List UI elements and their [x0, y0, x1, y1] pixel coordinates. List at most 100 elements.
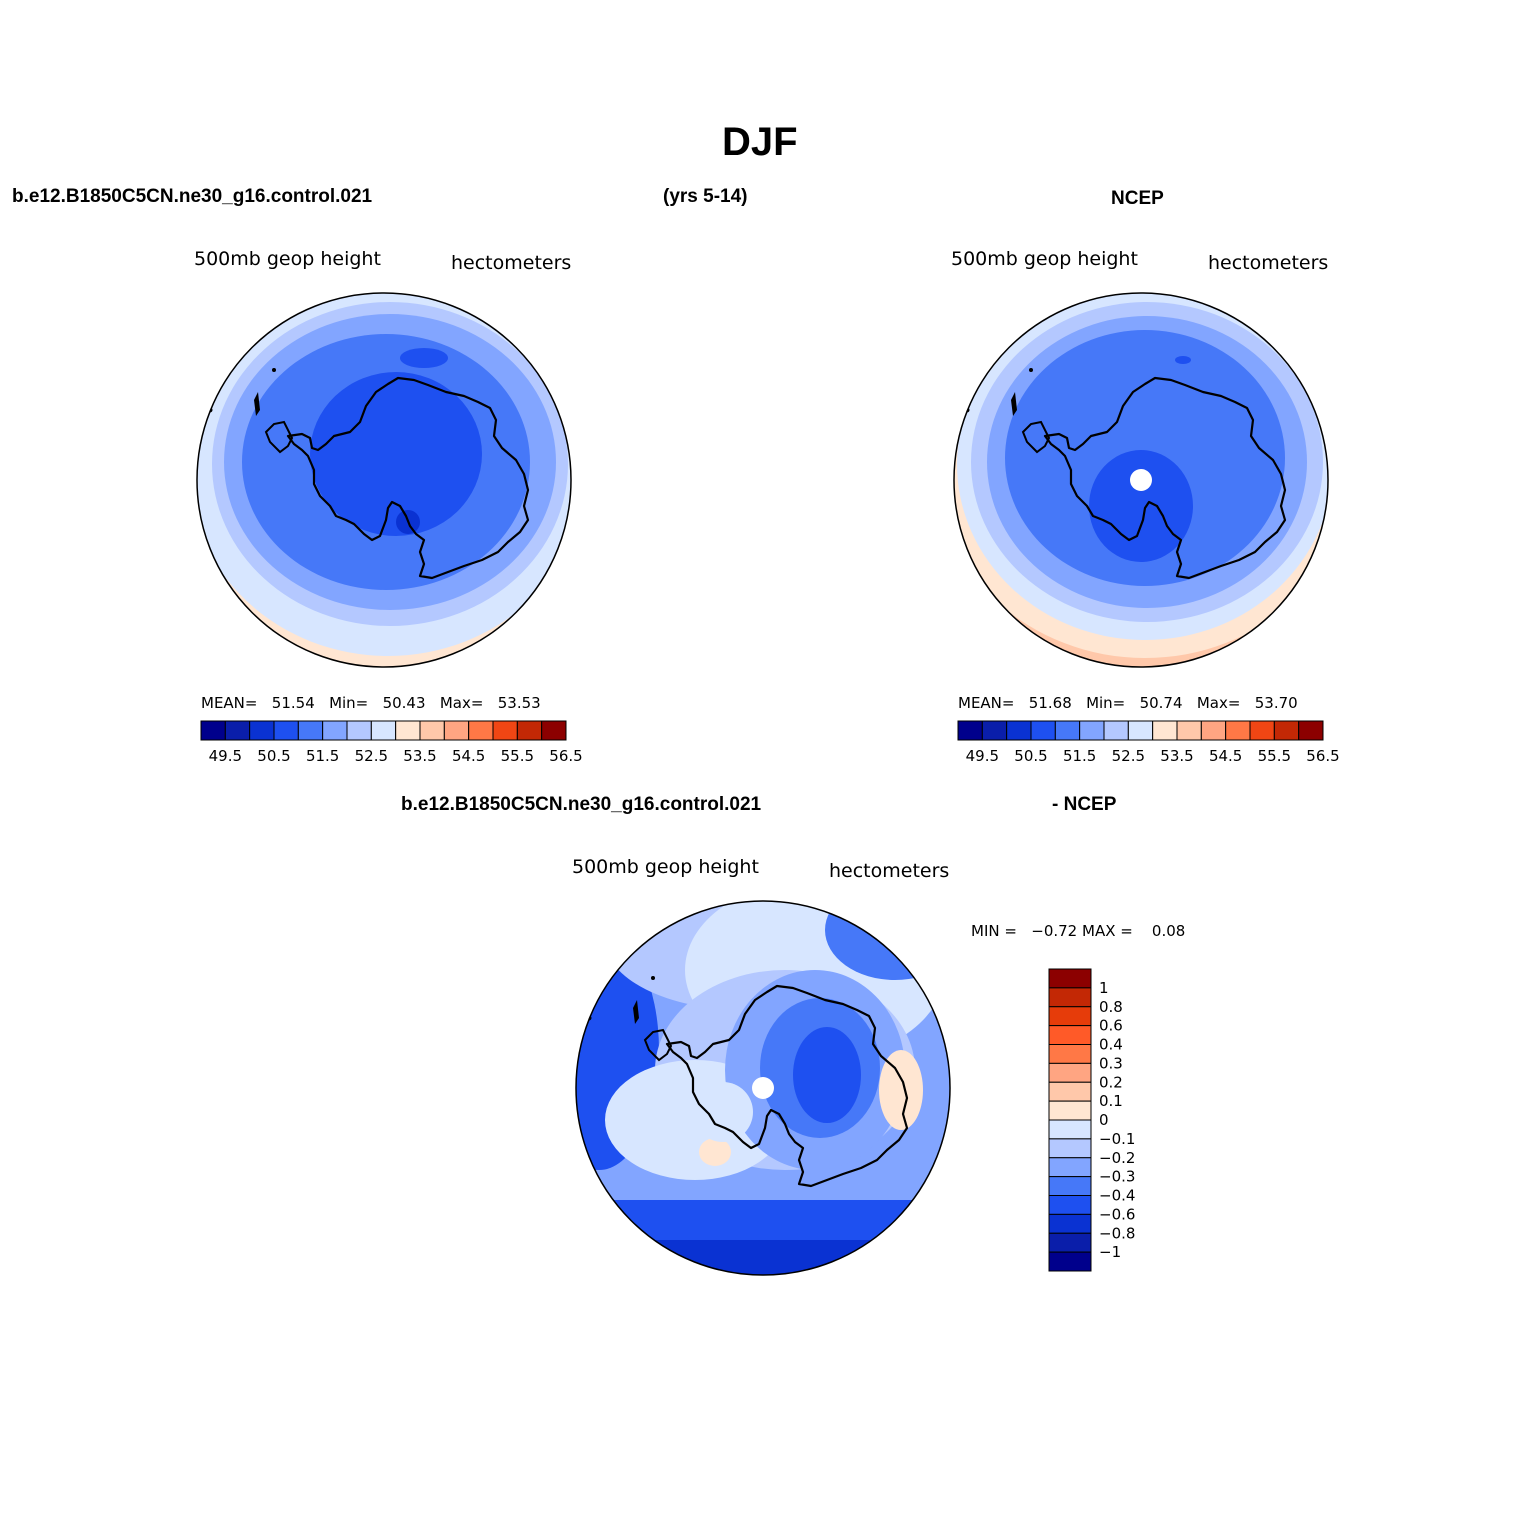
mean-value: 51.54 — [271, 694, 315, 712]
difference-colorbar-swatch — [1048, 1081, 1092, 1102]
difference-colorbar-swatch — [1048, 1062, 1092, 1083]
difference-colorbar-swatch — [1048, 1232, 1092, 1253]
min-value: 50.43 — [382, 694, 426, 712]
model-colorbar-tick-label: 56.5 — [549, 747, 582, 765]
obs-name: NCEP — [1111, 188, 1164, 209]
difference-colorbar-tick-label: −0.8 — [1099, 1224, 1135, 1242]
difference-colorbar-tick-label: 0.1 — [1099, 1092, 1123, 1110]
ncep-colorbar-tick-label: 52.5 — [1112, 747, 1145, 765]
ncep-colorbar-tick-label: 51.5 — [1063, 747, 1096, 765]
difference-colorbar-swatch — [1048, 1251, 1092, 1272]
difference-colorbar-tick-label: 1 — [1099, 979, 1109, 997]
ncep-colorbar-swatch — [1200, 720, 1227, 741]
ncep-stats: MEAN= 51.68 Min= 50.74 Max= 53.70 — [958, 694, 1298, 712]
max-label: Max= — [439, 694, 484, 712]
ncep-colorbar-tick-label: 49.5 — [966, 747, 999, 765]
difference-colorbar-swatch — [1048, 987, 1092, 1008]
model-case-name: b.e12.B1850C5CN.ne30_g16.control.021 — [12, 186, 373, 207]
model-colorbar-swatch — [297, 720, 324, 741]
diff-stats: MIN = −0.72 MAX = 0.08 — [971, 922, 1185, 940]
model-colorbar-swatch — [395, 720, 421, 741]
ncep-colorbar-swatch — [1103, 720, 1129, 741]
model-colorbar-swatch — [516, 720, 543, 741]
difference-colorbar: 10.80.60.40.30.20.10−0.1−0.2−0.3−0.4−0.6… — [1048, 968, 1135, 1272]
model-colorbar-tick-label: 54.5 — [452, 747, 485, 765]
mean-value: 51.68 — [1028, 694, 1072, 712]
min-value: 50.74 — [1139, 694, 1183, 712]
diff-obs-name: - NCEP — [1052, 794, 1117, 815]
model-colorbar-swatch — [249, 720, 275, 741]
model-variable-label: 500mb geop height — [194, 248, 381, 270]
ncep-colorbar-swatch — [1079, 720, 1105, 741]
model-colorbar-swatch — [468, 720, 494, 741]
ncep-colorbar-swatch — [1273, 720, 1300, 741]
difference-colorbar-tick-label: 0.8 — [1099, 998, 1123, 1016]
ncep-colorbar-tick-label: 55.5 — [1258, 747, 1291, 765]
max-value: 0.08 — [1151, 922, 1186, 940]
model-colorbar: 49.5 50.5 51.5 52.5 53.5 54.5 55.5 56.5 — [200, 720, 583, 765]
difference-colorbar-tick-label: −0.3 — [1099, 1168, 1135, 1186]
ncep-units-label: hectometers — [1208, 252, 1329, 274]
difference-colorbar-tick-label: −0.2 — [1099, 1149, 1135, 1167]
model-colorbar-tick-label: 55.5 — [501, 747, 534, 765]
difference-colorbar-tick-label: −0.4 — [1099, 1187, 1135, 1205]
ncep-colorbar-swatch — [1127, 720, 1154, 741]
difference-colorbar-tick-label: 0.4 — [1099, 1036, 1123, 1054]
model-stats: MEAN= 51.54 Min= 50.43 Max= 53.53 — [201, 694, 541, 712]
difference-colorbar-tick-label: 0 — [1099, 1111, 1109, 1129]
min-label: Min= — [1086, 694, 1126, 712]
ncep-colorbar-tick-label: 53.5 — [1160, 747, 1193, 765]
min-label: MIN = — [971, 922, 1017, 940]
ncep-colorbar-tick-label: 50.5 — [1014, 747, 1047, 765]
model-colorbar-swatch — [492, 720, 518, 741]
model-colorbar-swatch — [224, 720, 251, 741]
model-map — [196, 292, 572, 668]
years-label: (yrs 5-14) — [663, 186, 748, 207]
ncep-colorbar: 49.5 50.5 51.5 52.5 53.5 54.5 55.5 56.5 — [957, 720, 1340, 765]
model-colorbar-tick-label: 49.5 — [209, 747, 242, 765]
diff-case-name: b.e12.B1850C5CN.ne30_g16.control.021 — [401, 794, 762, 815]
difference-colorbar-swatch — [1048, 1195, 1092, 1215]
model-colorbar-swatch — [541, 720, 567, 741]
ncep-colorbar-swatch — [1298, 720, 1324, 741]
model-colorbar-swatch — [443, 720, 470, 741]
difference-colorbar-swatch — [1048, 1119, 1092, 1140]
difference-colorbar-tick-label: 0.3 — [1099, 1054, 1123, 1072]
model-colorbar-tick-label: 53.5 — [403, 747, 436, 765]
difference-colorbar-swatch — [1048, 1006, 1092, 1027]
ncep-colorbar-swatch — [1225, 720, 1251, 741]
model-colorbar-swatch — [273, 720, 299, 741]
ncep-colorbar-swatch — [1249, 720, 1275, 741]
ncep-colorbar-swatch — [1054, 720, 1081, 741]
model-colorbar-swatch — [346, 720, 372, 741]
difference-colorbar-tick-label: 0.6 — [1099, 1017, 1123, 1035]
diff-variable-label: 500mb geop height — [572, 856, 759, 878]
difference-colorbar-tick-label: 0.2 — [1099, 1073, 1123, 1091]
main-title: DJF — [722, 120, 798, 164]
mean-label: MEAN= — [958, 694, 1015, 712]
model-colorbar-swatch — [419, 720, 445, 741]
diff-units-label: hectometers — [829, 860, 950, 882]
max-label: Max= — [1196, 694, 1241, 712]
model-colorbar-tick-label: 51.5 — [306, 747, 339, 765]
ncep-colorbar-swatch — [957, 720, 983, 741]
model-colorbar-tick-label: 50.5 — [257, 747, 290, 765]
ncep-colorbar-swatch — [1030, 720, 1056, 741]
ncep-colorbar-swatch — [1152, 720, 1178, 741]
model-colorbar-swatch — [322, 720, 348, 741]
difference-colorbar-swatch — [1048, 1213, 1092, 1234]
mean-label: MEAN= — [201, 694, 258, 712]
max-value: 53.70 — [1254, 694, 1298, 712]
ncep-colorbar-tick-label: 56.5 — [1306, 747, 1339, 765]
ncep-map — [953, 292, 1329, 668]
ncep-variable-label: 500mb geop height — [951, 248, 1138, 270]
difference-colorbar-swatch — [1048, 1025, 1092, 1045]
min-value: −0.72 — [1031, 922, 1078, 940]
difference-colorbar-tick-label: −0.1 — [1099, 1130, 1135, 1148]
model-colorbar-swatch — [370, 720, 397, 741]
difference-colorbar-tick-label: −1 — [1099, 1243, 1121, 1261]
ncep-colorbar-swatch — [981, 720, 1008, 741]
max-value: 53.53 — [497, 694, 541, 712]
difference-colorbar-swatch — [1048, 968, 1092, 989]
ncep-colorbar-tick-label: 54.5 — [1209, 747, 1242, 765]
